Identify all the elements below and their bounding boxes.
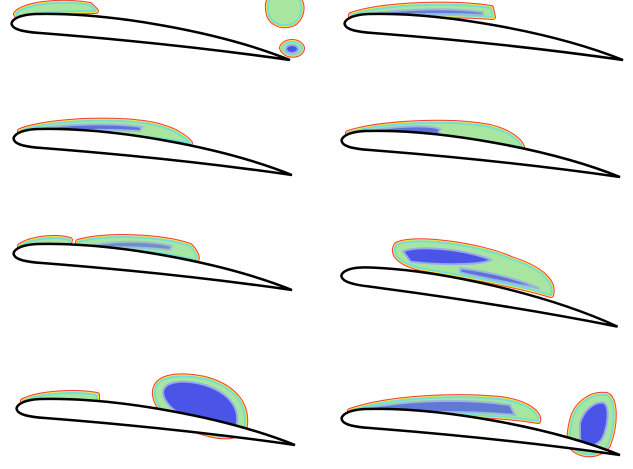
panel	[343, 5, 625, 62]
panel	[12, 237, 294, 292]
panel	[12, 121, 294, 177]
panel	[340, 123, 622, 179]
panel	[15, 376, 297, 447]
panel	[340, 395, 622, 455]
panel	[10, 0, 302, 62]
panel	[338, 237, 622, 328]
